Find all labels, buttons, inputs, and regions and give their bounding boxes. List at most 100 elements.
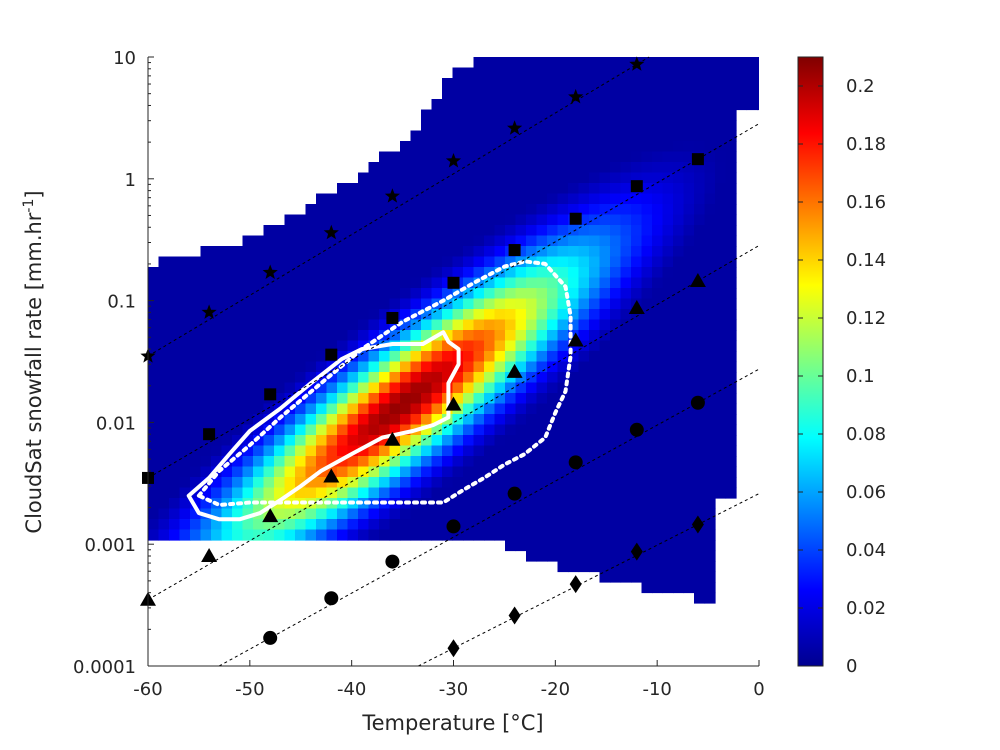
heatmap-cell: [547, 256, 559, 268]
heatmap-cell: [568, 319, 580, 331]
heatmap-cell: [673, 193, 685, 205]
heatmap-cell: [347, 403, 359, 415]
heatmap-cell: [253, 277, 265, 289]
heatmap-cell: [389, 204, 401, 216]
heatmap-cell: [515, 277, 527, 289]
heatmap-cell: [389, 445, 401, 457]
heatmap-cell: [568, 277, 580, 289]
heatmap-cell: [599, 151, 611, 163]
heatmap-cell: [347, 414, 359, 426]
heatmap-cell: [515, 162, 527, 174]
heatmap-cell: [620, 256, 632, 268]
heatmap-cell: [473, 424, 485, 436]
heatmap-cell: [442, 78, 454, 90]
heatmap-cell: [725, 225, 737, 237]
heatmap-cell: [463, 109, 475, 121]
heatmap-cell: [704, 340, 716, 352]
heatmap-cell: [589, 508, 601, 520]
heatmap-cell: [337, 319, 349, 331]
heatmap-cell: [610, 330, 622, 342]
heatmap-cell: [463, 288, 475, 300]
heatmap-cell: [358, 445, 370, 457]
heatmap-cell: [347, 225, 359, 237]
heatmap-cell: [211, 319, 223, 331]
heatmap-cell: [589, 214, 601, 226]
heatmap-cell: [169, 340, 181, 352]
heatmap-cell: [526, 477, 538, 489]
heatmap-cell: [463, 246, 475, 258]
heatmap-cell: [694, 487, 706, 499]
heatmap-cell: [536, 309, 548, 321]
heatmap-cell: [242, 435, 254, 447]
heatmap-cell: [599, 183, 611, 195]
heatmap-cell: [641, 99, 653, 111]
heatmap-cell: [431, 456, 443, 468]
heatmap-cell: [347, 456, 359, 468]
heatmap-cell: [200, 456, 212, 468]
heatmap-cell: [631, 561, 643, 573]
heatmap-cell: [641, 151, 653, 163]
heatmap-cell: [704, 519, 716, 531]
heatmap-cell: [473, 414, 485, 426]
heatmap-cell: [694, 414, 706, 426]
heatmap-cell: [662, 340, 674, 352]
heatmap-cell: [599, 393, 611, 405]
heatmap-cell: [326, 340, 338, 352]
heatmap-cell: [715, 120, 727, 132]
heatmap-cell: [715, 172, 727, 184]
heatmap-cell: [610, 162, 622, 174]
heatmap-cell: [410, 141, 422, 153]
heatmap-cell: [662, 519, 674, 531]
heatmap-cell: [295, 424, 307, 436]
heatmap-cell: [179, 393, 191, 405]
heatmap-cell: [295, 277, 307, 289]
heatmap-cell: [673, 330, 685, 342]
heatmap-cell: [757, 57, 759, 69]
heatmap-cell: [158, 445, 170, 457]
heatmap-cell: [662, 309, 674, 321]
heatmap-cell: [232, 435, 244, 447]
heatmap-cell: [599, 298, 611, 310]
heatmap-cell: [179, 256, 191, 268]
heatmap-cell: [389, 267, 401, 279]
heatmap-cell: [410, 340, 422, 352]
heatmap-cell: [568, 309, 580, 321]
triangle-marker: [384, 431, 401, 446]
heatmap-cell: [221, 340, 233, 352]
heatmap-cell: [442, 456, 454, 468]
heatmap-cell: [211, 298, 223, 310]
heatmap-cell: [368, 477, 380, 489]
heatmap-cell: [326, 435, 338, 447]
heatmap-cell: [568, 403, 580, 415]
heatmap-cell: [620, 424, 632, 436]
heatmap-cell: [652, 372, 664, 384]
heatmap-cell: [179, 498, 191, 510]
heatmap-cell: [599, 498, 611, 510]
heatmap-cell: [683, 120, 695, 132]
heatmap-cell: [641, 141, 653, 153]
heatmap-cell: [274, 288, 286, 300]
heatmap-cell: [526, 151, 538, 163]
heatmap-cell: [358, 466, 370, 478]
heatmap-cell: [316, 393, 328, 405]
heatmap-cell: [694, 246, 706, 258]
heatmap-cell: [452, 508, 464, 520]
heatmap-cell: [274, 477, 286, 489]
heatmap-cell: [610, 403, 622, 415]
heatmap-cell: [683, 508, 695, 520]
heatmap-cell: [190, 519, 202, 531]
heatmap-cell: [526, 309, 538, 321]
heatmap-cell: [368, 298, 380, 310]
heatmap-cell: [379, 162, 391, 174]
heatmap-cell: [347, 361, 359, 373]
heatmap-cell: [673, 340, 685, 352]
heatmap-cell: [337, 235, 349, 247]
heatmap-cell: [431, 529, 443, 541]
x-tick-label: -30: [439, 679, 468, 700]
heatmap-cell: [694, 445, 706, 457]
heatmap-cell: [148, 519, 160, 531]
heatmap-cell: [242, 393, 254, 405]
heatmap-cell: [379, 403, 391, 415]
colorbar-gradient: [797, 56, 824, 667]
